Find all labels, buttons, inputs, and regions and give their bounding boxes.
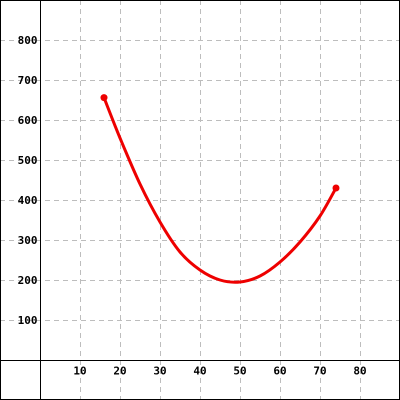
y-tick-label: 200 [18, 274, 38, 287]
y-tick-label: 800 [18, 34, 38, 47]
y-tick-label: 100 [18, 314, 38, 327]
y-tick-label: 500 [18, 154, 38, 167]
series-line [102, 96, 338, 284]
x-tick-label: 20 [113, 365, 126, 378]
x-tick-label: 60 [273, 365, 286, 378]
x-tick-label: 80 [353, 365, 366, 378]
x-tick-labels: 10 20 30 40 50 60 70 80 [73, 365, 366, 378]
x-tick-label: 50 [233, 365, 246, 378]
y-tick-label: 600 [18, 114, 38, 127]
x-tick-label: 70 [313, 365, 326, 378]
x-tick-label: 30 [153, 365, 166, 378]
series-layer [100, 94, 340, 284]
start-point-marker [100, 94, 108, 102]
y-tick-label: 700 [18, 74, 38, 87]
x-tick-label: 10 [73, 365, 86, 378]
y-tick-labels: 100 200 300 400 500 600 700 800 [18, 34, 38, 327]
end-point-marker [332, 184, 340, 192]
y-tick-label: 300 [18, 234, 38, 247]
y-tick-label: 400 [18, 194, 38, 207]
x-tick-label: 40 [193, 365, 206, 378]
